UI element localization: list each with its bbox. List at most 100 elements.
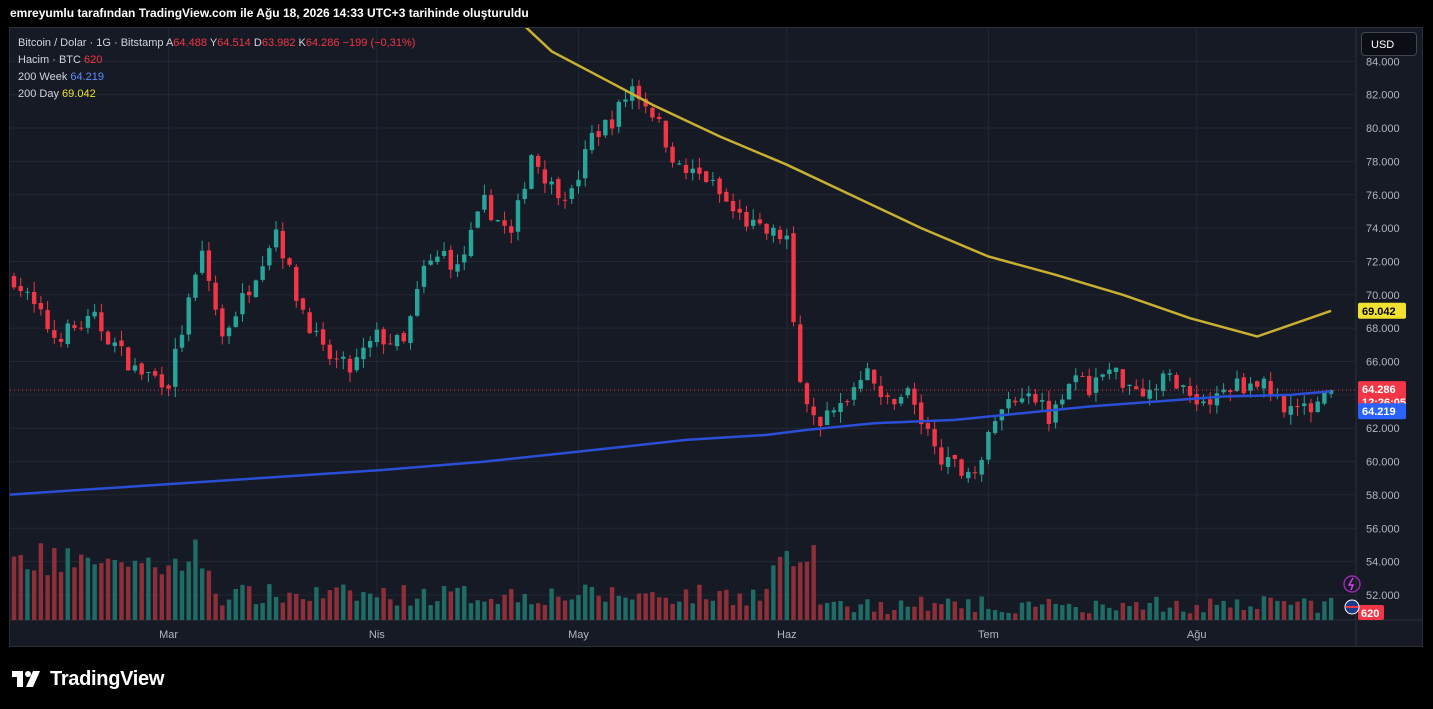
ma200w-line bbox=[10, 389, 1332, 496]
candle-body bbox=[1322, 392, 1327, 404]
volume-bar bbox=[1221, 600, 1226, 620]
candle-body bbox=[253, 280, 259, 298]
volume-bar bbox=[1288, 604, 1293, 620]
candle-body bbox=[495, 220, 501, 222]
volume-bar bbox=[683, 589, 689, 620]
ma200d-value: 69.042 bbox=[62, 88, 96, 100]
candle-body bbox=[1255, 381, 1260, 387]
volume-bar bbox=[1039, 604, 1045, 620]
volume-bar bbox=[690, 603, 695, 620]
volume-bar bbox=[92, 564, 97, 620]
brand[interactable]: TradingView bbox=[12, 668, 164, 690]
candle-body bbox=[804, 383, 810, 405]
candle-body bbox=[1113, 367, 1119, 373]
ma200w-label[interactable]: 200 Week bbox=[18, 71, 68, 83]
candle-body bbox=[1248, 383, 1253, 391]
volume-bar bbox=[354, 600, 359, 620]
volume-bar bbox=[764, 588, 769, 620]
candle-body bbox=[1013, 400, 1018, 403]
candle-body bbox=[1080, 375, 1085, 377]
candle-body bbox=[670, 146, 675, 163]
candle-body bbox=[764, 223, 769, 234]
candle-body bbox=[45, 310, 50, 330]
volume-bar bbox=[1013, 613, 1018, 620]
candle-body bbox=[992, 421, 998, 433]
ma200d-label[interactable]: 200 Day bbox=[18, 88, 59, 100]
candle-body bbox=[818, 416, 823, 427]
candlestick-chart[interactable]: 52.00054.00056.00058.00060.00062.00064.0… bbox=[10, 28, 1423, 647]
volume-bar bbox=[932, 602, 937, 620]
volume-bar bbox=[952, 601, 957, 620]
candle-body bbox=[529, 155, 534, 189]
volume-bar bbox=[72, 567, 77, 620]
candle-body bbox=[159, 374, 165, 388]
candle-body bbox=[92, 311, 97, 317]
candle-body bbox=[1066, 383, 1072, 400]
candle-body bbox=[334, 358, 339, 360]
candle-body bbox=[280, 230, 285, 259]
volume-bar bbox=[146, 557, 151, 620]
candle-body bbox=[462, 254, 467, 263]
volume-bar bbox=[1214, 604, 1220, 620]
candle-body bbox=[320, 329, 326, 345]
candle-body bbox=[556, 179, 561, 199]
candle-body bbox=[1261, 378, 1267, 389]
volume-bar bbox=[388, 599, 393, 620]
volume-bar bbox=[166, 565, 171, 620]
candle-body bbox=[919, 402, 924, 425]
volume-bar bbox=[287, 592, 292, 620]
volume-bar bbox=[730, 604, 736, 620]
volume-bar bbox=[784, 550, 789, 620]
candle-body bbox=[58, 338, 64, 342]
ma200d-line bbox=[524, 28, 1332, 338]
lightning-icon bbox=[1343, 575, 1361, 593]
volume-bar bbox=[818, 604, 823, 620]
candle-body bbox=[643, 98, 648, 107]
volume-tag-text: 620 bbox=[1361, 608, 1379, 620]
candle-body bbox=[865, 368, 870, 381]
candle-body bbox=[1140, 388, 1146, 397]
volume-bar bbox=[226, 599, 232, 620]
candle-body bbox=[878, 385, 884, 398]
volume-bar bbox=[905, 606, 910, 620]
volume-tag-box bbox=[1358, 605, 1384, 620]
volume-bar bbox=[724, 589, 729, 620]
candle-body bbox=[85, 315, 91, 328]
volume-label[interactable]: Hacim · BTC bbox=[18, 54, 81, 66]
currency-button[interactable]: USD bbox=[1361, 32, 1417, 56]
candle-body bbox=[650, 107, 655, 118]
time-axis: Mar Nis May Haz Tem Ağu bbox=[159, 629, 1206, 641]
volume-bar bbox=[52, 548, 57, 620]
candle-body bbox=[697, 167, 702, 174]
candle-body bbox=[1302, 403, 1307, 407]
candle-body bbox=[388, 343, 393, 345]
chart-legend: Bitcoin / Dolar · 1G · Bitstamp A64.488 … bbox=[18, 35, 415, 103]
candle-body bbox=[1147, 389, 1152, 399]
candle-body bbox=[576, 179, 581, 187]
candle-body bbox=[18, 286, 23, 291]
volume-bar bbox=[468, 603, 474, 620]
volume-bar bbox=[361, 592, 366, 620]
candle-body bbox=[374, 329, 380, 343]
volume-bar bbox=[925, 610, 931, 620]
candle-body bbox=[509, 226, 514, 233]
candle-body bbox=[1241, 377, 1246, 394]
candle-body bbox=[220, 308, 225, 337]
y-tick-label: 60.000 bbox=[1366, 457, 1400, 469]
volume-bar bbox=[1315, 612, 1320, 620]
y-tick-label: 70.000 bbox=[1366, 290, 1400, 302]
candle-body bbox=[656, 116, 662, 120]
chart-pane[interactable]: 52.00054.00056.00058.00060.00062.00064.0… bbox=[9, 27, 1423, 647]
volume-bar bbox=[865, 599, 870, 620]
symbol-name[interactable]: Bitcoin / Dolar · 1G · Bitstamp bbox=[18, 37, 164, 49]
candle-body bbox=[952, 454, 957, 459]
candle-body bbox=[488, 195, 494, 221]
volume-bar bbox=[408, 605, 413, 620]
candle-body bbox=[1127, 384, 1132, 387]
candle-body bbox=[421, 265, 427, 287]
volume-bar bbox=[428, 605, 433, 620]
volume-bar bbox=[1127, 606, 1132, 620]
candle-body bbox=[751, 219, 756, 226]
volume-bar bbox=[623, 597, 628, 620]
